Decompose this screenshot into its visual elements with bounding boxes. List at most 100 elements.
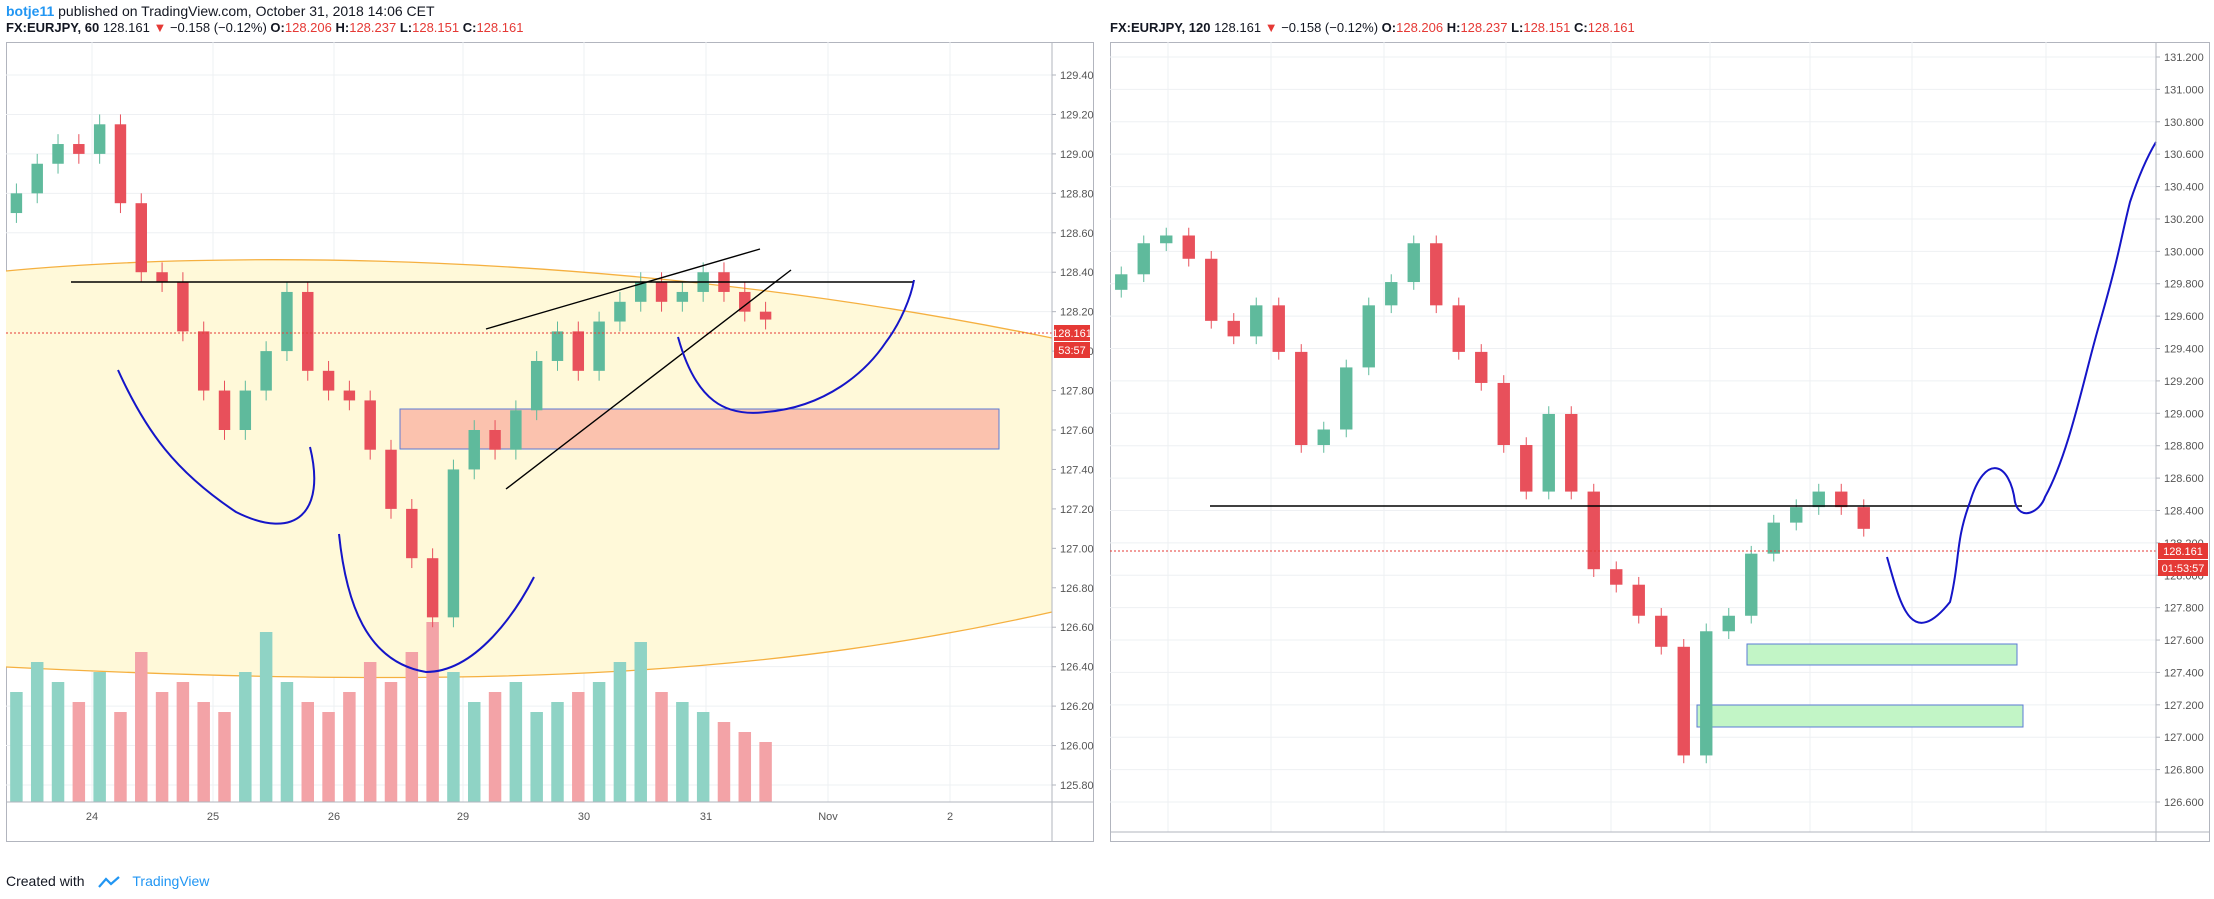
candle-body — [343, 390, 356, 401]
footer: Created with TradingView — [6, 873, 209, 889]
right-chart-panel[interactable]: 131.200 131.000 130.800 130.600 130.400 130.2… — [1110, 42, 2210, 842]
candle-body — [676, 291, 689, 302]
price-tick-label: 130.000 — [2164, 246, 2204, 258]
time-tick-label: 29 — [1704, 841, 1716, 842]
right-price-axis: 131.200 131.000 130.800 130.600 130.400 130.2… — [2156, 52, 2204, 809]
candle-body — [260, 351, 272, 391]
candle-body — [1115, 274, 1128, 290]
tradingview-link[interactable]: TradingView — [132, 873, 210, 889]
left-time-axis: 24 25 26 29 30 31 Nov 2 — [86, 811, 953, 823]
time-tick-label: 13:00 — [1597, 841, 1625, 842]
right-demand-zone-upper — [1746, 643, 2018, 666]
candle-body — [10, 193, 23, 214]
candle-body — [1610, 569, 1623, 585]
tradingview-logo-icon — [98, 876, 121, 889]
candle-body — [1520, 445, 1533, 492]
volume-bar — [696, 712, 710, 802]
candle-body — [1542, 413, 1555, 492]
candle-body — [135, 203, 147, 273]
time-tick-label: Nov — [1902, 841, 1922, 842]
time-tick-label: Nov — [818, 811, 838, 823]
price-tick-label: 126.600 — [2164, 797, 2204, 809]
candle-body — [468, 430, 480, 470]
left-demand-zone — [399, 408, 1000, 450]
price-tick-label: 131.200 — [2164, 52, 2204, 64]
volume-bar — [509, 682, 523, 802]
candle-body — [1182, 235, 1195, 259]
price-tick-label: 127.400 — [2164, 667, 2204, 679]
volume-bar — [322, 712, 335, 802]
left-open: 128.206 — [284, 20, 332, 35]
price-tick-label: 129.200 — [2164, 376, 2204, 388]
right-chart-svg[interactable]: 131.200 131.000 130.800 130.600 130.400 130.2… — [1110, 42, 2210, 842]
price-tick-label: 128.600 — [2164, 473, 2204, 485]
left-candles — [10, 114, 772, 628]
volume-bar — [592, 682, 606, 802]
price-tick-label: 127.800 — [2164, 603, 2204, 615]
right-chart-frame — [1110, 42, 2210, 842]
price-tick-label: 131.000 — [2164, 84, 2204, 96]
published-text: published on TradingView.com, October 31… — [58, 3, 435, 19]
candle-body — [1295, 351, 1308, 446]
right-symbol: FX:EURJPY, 120 — [1110, 20, 1211, 35]
volume-bar — [363, 662, 377, 802]
volume-bar — [72, 702, 86, 802]
candle-body — [1835, 491, 1848, 508]
right-countdown-tag: 01:53:57 — [2162, 563, 2205, 575]
price-tick-label: 126.000 — [1060, 741, 1094, 753]
candle-body — [281, 291, 293, 352]
left-projection-curve-1 — [117, 369, 316, 525]
left-upper-channel-line — [485, 248, 761, 330]
left-close: 128.161 — [476, 20, 524, 35]
candle-body — [31, 163, 43, 194]
right-high: 128.237 — [1460, 20, 1508, 35]
time-tick-label: 22 — [1378, 841, 1390, 842]
volume-bar — [176, 682, 190, 802]
candle-body — [1745, 553, 1758, 616]
price-tick-label: 127.600 — [2164, 635, 2204, 647]
price-tick-label: 129.200 — [1060, 109, 1094, 121]
right-change: −0.158 (−0.12%) — [1281, 20, 1379, 35]
volume-bar — [613, 662, 627, 802]
volume-bar — [93, 672, 106, 802]
candle-body — [239, 390, 252, 430]
volume-bar — [551, 702, 564, 802]
price-tick-label: 130.200 — [2164, 214, 2204, 226]
left-last: 128.161 — [102, 20, 150, 35]
left-lower-channel-line — [505, 269, 792, 490]
volume-bar — [343, 692, 356, 802]
candle-body — [1632, 584, 1645, 616]
price-tick-label: 127.000 — [1060, 543, 1094, 555]
candle-body — [1227, 320, 1240, 337]
candle-body — [1722, 615, 1735, 632]
volume-bar — [676, 702, 689, 802]
candle-body — [177, 282, 189, 332]
candle-body — [1700, 631, 1713, 756]
volume-bar — [738, 732, 752, 802]
price-tick-label: 127.200 — [1060, 504, 1094, 516]
volume-bar — [447, 672, 460, 802]
time-tick-label: 25 — [207, 811, 219, 823]
volume-bar — [405, 652, 419, 802]
price-tick-label: 128.400 — [2164, 505, 2204, 517]
candle-body — [1205, 258, 1218, 321]
time-tick-label: 30 — [578, 811, 590, 823]
time-tick-label: 24 — [1500, 841, 1512, 842]
right-countdown-tag-bg — [2158, 560, 2208, 576]
left-projection-curve-3 — [677, 279, 915, 414]
candle-body — [1857, 507, 1870, 529]
time-tick-label: 2 — [947, 811, 953, 823]
left-chart-svg[interactable]: 129.400 129.200 129.000 128.800 128.600 128.4… — [6, 42, 1094, 842]
author-link[interactable]: botje11 — [6, 3, 55, 19]
right-close: 128.161 — [1587, 20, 1635, 35]
volume-bar — [384, 682, 398, 802]
candle-body — [635, 282, 647, 302]
right-ohlc-header: FX:EURJPY, 120 128.161 ▼ −0.158 (−0.12%)… — [1110, 20, 1635, 35]
volume-bar — [530, 712, 543, 802]
candle-body — [1655, 615, 1668, 647]
price-tick-label: 129.400 — [1060, 70, 1094, 82]
left-chart-panel[interactable]: 129.400 129.200 129.000 128.800 128.600 128.4… — [6, 42, 1094, 842]
price-tick-label: 129.800 — [2164, 279, 2204, 291]
volume-bar — [218, 712, 231, 802]
candle-body — [1767, 522, 1780, 554]
